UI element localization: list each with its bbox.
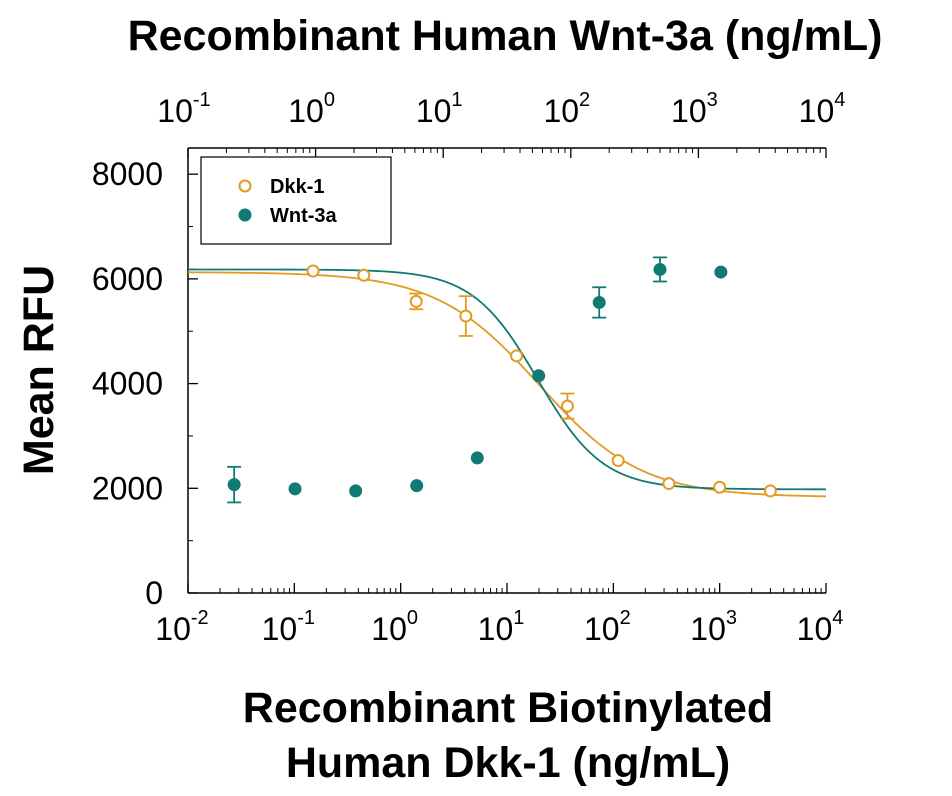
- tick-base: 10: [371, 611, 407, 647]
- top-tick-label: 10-1: [157, 89, 210, 129]
- bottom-tick-label: 104: [797, 607, 844, 647]
- legend-label-dkk1: Dkk-1: [270, 176, 324, 198]
- bottom-tick-label: 103: [690, 607, 737, 647]
- data-point-dkk1: [409, 294, 423, 308]
- legend-label-wnt3a: Wnt-3a: [270, 205, 338, 227]
- y-tick-label: 6000: [92, 261, 163, 297]
- top-tick-label: 100: [288, 89, 335, 129]
- bottom-tick-label: 100: [371, 607, 418, 647]
- data-point-dkk1: [357, 268, 371, 282]
- data-point-wnt3a: [410, 479, 424, 493]
- bottom-tick-label: 10-1: [262, 607, 315, 647]
- tick-exponent: 4: [832, 607, 843, 629]
- data-point-wnt3a: [714, 265, 728, 279]
- data-point-wnt3a: [227, 478, 241, 492]
- top-axis-title: Recombinant Human Wnt-3a (ng/mL): [128, 12, 883, 60]
- tick-exponent: -2: [191, 607, 209, 629]
- tick-base: 10: [288, 93, 324, 129]
- data-point-wnt3a: [592, 295, 606, 309]
- bottom-tick-label: 101: [478, 607, 525, 647]
- tick-exponent: 0: [324, 89, 335, 111]
- tick-base: 10: [797, 611, 833, 647]
- bottom-tick-label: 10-2: [155, 607, 208, 647]
- tick-exponent: 2: [579, 89, 590, 111]
- data-point-wnt3a: [532, 369, 546, 383]
- x-axis-title-line1: Recombinant Biotinylated: [243, 684, 773, 732]
- legend: Dkk-1 Wnt-3a: [200, 156, 392, 245]
- tick-base: 10: [155, 611, 191, 647]
- data-point-dkk1: [713, 480, 727, 494]
- tick-base: 10: [671, 93, 707, 129]
- tick-base: 10: [543, 93, 579, 129]
- tick-base: 10: [416, 93, 452, 129]
- tick-base: 10: [157, 93, 193, 129]
- tick-exponent: 1: [513, 607, 524, 629]
- data-point-dkk1: [560, 399, 574, 413]
- x-axis-title-line2: Human Dkk-1 (ng/mL): [286, 739, 730, 787]
- top-tick-label: 102: [543, 89, 590, 129]
- tick-exponent: 3: [707, 89, 718, 111]
- tick-base: 10: [584, 611, 620, 647]
- y-tick-label: 4000: [92, 366, 163, 402]
- data-points: [227, 256, 777, 504]
- tick-exponent: 4: [834, 89, 845, 111]
- tick-exponent: 1: [451, 89, 462, 111]
- tick-base: 10: [478, 611, 514, 647]
- top-tick-label: 103: [671, 89, 718, 129]
- data-point-dkk1: [459, 309, 473, 323]
- bottom-tick-label: 102: [584, 607, 631, 647]
- tick-base: 10: [690, 611, 726, 647]
- data-point-dkk1: [306, 264, 320, 278]
- tick-exponent: 3: [726, 607, 737, 629]
- top-tick-label: 101: [416, 89, 463, 129]
- tick-exponent: -1: [193, 89, 211, 111]
- tick-exponent: -1: [297, 607, 315, 629]
- tick-exponent: 2: [620, 607, 631, 629]
- data-point-wnt3a: [349, 484, 363, 498]
- y-axis-title: Mean RFU: [15, 265, 63, 475]
- fit-curve-wnt-3a: [188, 268, 826, 491]
- top-tick-label: 104: [799, 89, 846, 129]
- y-tick-label: 8000: [92, 156, 163, 192]
- fit-curves: [187, 268, 827, 498]
- data-point-dkk1: [510, 349, 524, 363]
- legend-box: [200, 156, 392, 245]
- y-tick-label: 0: [145, 575, 163, 611]
- legend-marker-dkk1: [238, 179, 252, 193]
- fit-curve-dkk-1: [187, 271, 827, 498]
- data-point-dkk1: [662, 477, 676, 491]
- tick-exponent: 0: [407, 607, 418, 629]
- data-point-dkk1: [763, 484, 777, 498]
- data-point-wnt3a: [470, 451, 484, 465]
- tick-base: 10: [262, 611, 298, 647]
- data-point-wnt3a: [288, 482, 302, 496]
- legend-marker-wnt3a: [238, 208, 252, 222]
- data-point-dkk1: [611, 454, 625, 468]
- data-point-wnt3a: [653, 262, 667, 276]
- tick-base: 10: [799, 93, 835, 129]
- y-tick-label: 2000: [92, 470, 163, 506]
